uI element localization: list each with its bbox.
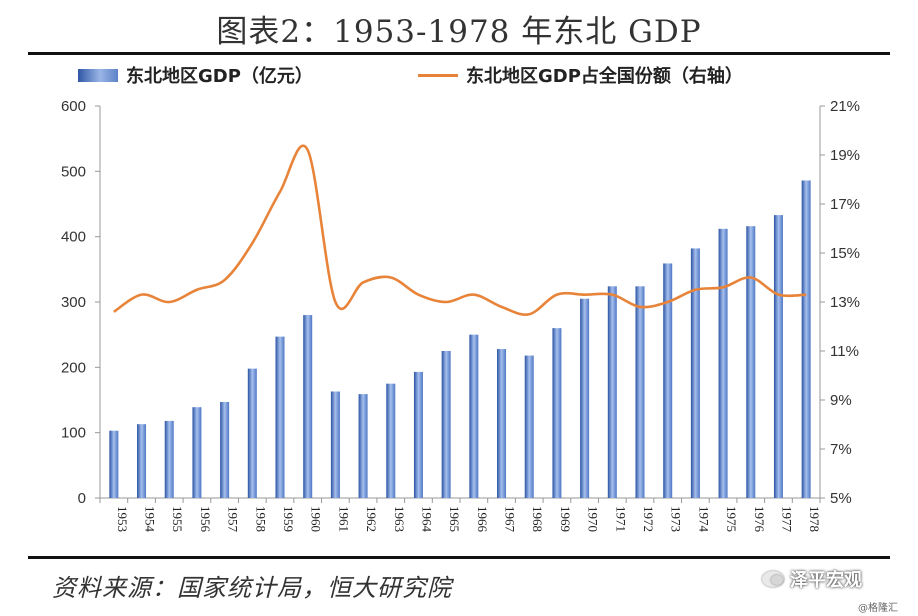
- watermark-credit: @格隆汇: [858, 603, 898, 614]
- y2-tick-label: 17%: [830, 196, 860, 213]
- bar: [413, 371, 423, 498]
- legend-item-gdp: 东北地区GDP（亿元）: [78, 62, 313, 88]
- bar: [220, 401, 230, 498]
- x-tick-label: 1962: [364, 506, 379, 532]
- x-tick-label: 1966: [475, 506, 490, 533]
- x-tick-label: 1977: [779, 506, 794, 533]
- bar: [192, 407, 202, 498]
- bar: [746, 226, 756, 499]
- y-tick-label: 200: [61, 359, 86, 376]
- y-tick-label: 400: [61, 229, 86, 246]
- bar: [330, 391, 340, 498]
- wechat-icon: [762, 571, 784, 587]
- y2-tick-label: 5%: [830, 490, 852, 507]
- legend-label-gdp: 东北地区GDP（亿元）: [126, 66, 313, 87]
- x-tick-label: 1969: [558, 506, 573, 532]
- y-tick-label: 300: [61, 294, 86, 311]
- bar: [441, 351, 451, 498]
- x-tick-label: 1955: [170, 506, 185, 532]
- bar: [386, 383, 396, 498]
- x-tick-label: 1958: [253, 506, 268, 532]
- y-tick-label: 100: [61, 425, 86, 442]
- x-tick-label: 1973: [669, 506, 684, 532]
- bar: [247, 368, 257, 498]
- x-tick-label: 1965: [447, 506, 462, 532]
- bar: [635, 286, 645, 498]
- share-line: [113, 144, 807, 316]
- x-tick-label: 1974: [696, 506, 711, 533]
- x-tick-label: 1964: [419, 506, 434, 533]
- x-tick-label: 1961: [336, 506, 351, 532]
- bar: [552, 328, 562, 498]
- x-tick-label: 1975: [724, 506, 739, 532]
- bar: [580, 298, 590, 498]
- legend-item-share: 东北地区GDP占全国份额（右轴）: [418, 62, 743, 88]
- bar: [109, 430, 119, 498]
- chart-plot: 0 100 200 300 400 500 600 5% 7% 9% 11% 13% 15% 17% 19%…: [61, 98, 860, 533]
- y2-tick-label: 15%: [830, 245, 860, 262]
- x-tick-label: 1960: [309, 506, 324, 532]
- legend: 东北地区GDP（亿元） 东北地区GDP占全国份额（右轴）: [0, 62, 918, 92]
- y2-tick-label: 21%: [830, 98, 860, 115]
- top-rule: [28, 52, 890, 55]
- bar: [524, 355, 534, 498]
- legend-label-share: 东北地区GDP占全国份额（右轴）: [466, 66, 743, 87]
- x-tick-label: 1976: [752, 506, 767, 533]
- y2-tick-label: 7%: [830, 441, 852, 458]
- bar: [303, 315, 313, 498]
- y2-tick-label: 11%: [830, 343, 859, 360]
- x-tick-label: 1971: [613, 506, 628, 532]
- bar: [773, 215, 783, 498]
- bar: [469, 334, 479, 498]
- y2-tick-label: 13%: [830, 294, 860, 311]
- bar: [663, 263, 673, 498]
- y2-tick-label: 19%: [830, 147, 860, 164]
- bar: [718, 228, 728, 498]
- source-note: 资料来源：国家统计局，恒大研究院: [52, 574, 452, 602]
- bar: [275, 336, 285, 498]
- x-tick-label: 1978: [807, 506, 822, 532]
- y-tick-label: 0: [78, 490, 86, 507]
- x-tick-label: 1967: [503, 506, 518, 533]
- y-tick-label: 600: [61, 98, 86, 115]
- bar: [801, 180, 811, 499]
- bottom-rule: [28, 556, 890, 559]
- bar: [358, 394, 368, 498]
- x-tick-label: 1963: [392, 506, 407, 532]
- watermark: 泽平宏观: [762, 566, 862, 592]
- legend-swatch-line: [418, 73, 458, 77]
- x-tick-label: 1970: [586, 506, 601, 532]
- x-tick-label: 1954: [143, 506, 158, 533]
- y-tick-label: 500: [61, 163, 86, 180]
- watermark-label: 泽平宏观: [790, 570, 862, 591]
- x-tick-label: 1953: [115, 506, 130, 532]
- bar: [607, 286, 617, 498]
- bar: [690, 248, 700, 498]
- y2-tick-label: 9%: [830, 392, 852, 409]
- x-tick-label: 1959: [281, 506, 296, 532]
- x-tick-label: 1957: [226, 506, 241, 533]
- bar: [164, 420, 174, 498]
- bar: [137, 424, 147, 498]
- bar: [497, 349, 507, 498]
- x-tick-label: 1968: [530, 506, 545, 532]
- legend-swatch-bar: [78, 68, 118, 82]
- x-tick-label: 1956: [198, 506, 213, 533]
- x-tick-label: 1972: [641, 506, 656, 532]
- chart-title: 图表2：1953-1978 年东北 GDP: [216, 14, 702, 50]
